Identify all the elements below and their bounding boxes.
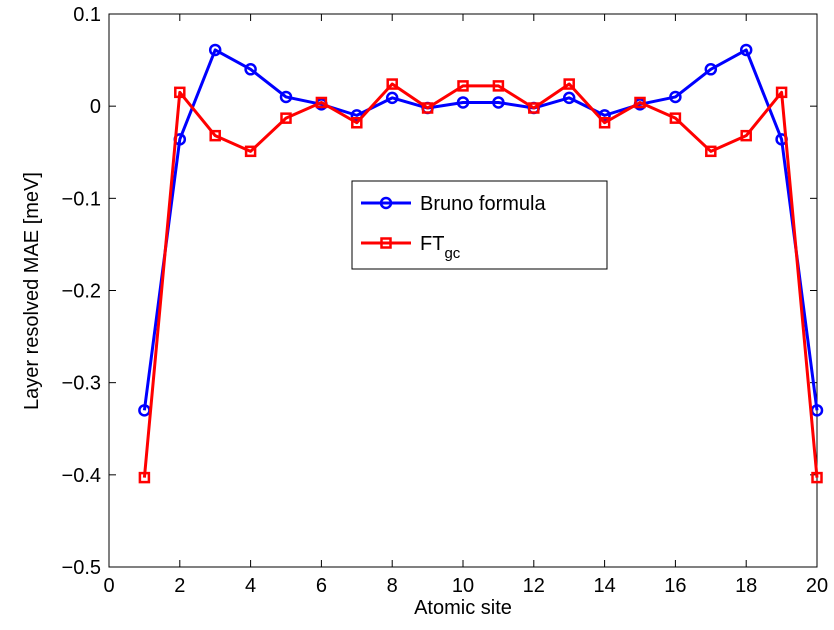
x-tick-label: 18	[735, 575, 757, 597]
y-axis-label: Layer resolved MAE [meV]	[21, 172, 43, 410]
data-point-ft-gc	[351, 117, 363, 129]
legend-box	[351, 180, 608, 270]
data-point-bruno-formula	[492, 96, 505, 109]
data-point-ft-gc	[775, 86, 788, 99]
data-point-bruno-formula	[456, 96, 470, 109]
legend-label-ft: FTgc	[420, 233, 461, 262]
y-tick-label: −0.4	[62, 465, 101, 487]
data-point-ft-gc	[244, 145, 257, 158]
x-tick-label: 4	[245, 575, 256, 597]
series-layer	[138, 43, 824, 484]
y-tick-label: −0.5	[62, 557, 101, 579]
x-tick-label: 12	[523, 575, 545, 597]
data-point-ft-gc	[669, 112, 682, 124]
legend: Bruno formula FTgc	[351, 180, 608, 270]
series-line-bruno-formula	[142, 48, 819, 411]
legend-marker-bruno	[379, 196, 393, 210]
data-point-ft-gc	[386, 78, 398, 90]
legend-label-ft-main: FT	[420, 233, 444, 255]
y-tick-label: −0.3	[62, 373, 101, 395]
y-tick-label: 0	[90, 96, 101, 118]
x-tick-label: 2	[174, 575, 185, 597]
plot-area	[108, 13, 818, 568]
y-tick-label: −0.2	[62, 281, 101, 303]
data-point-ft-gc	[421, 102, 434, 114]
y-tick-label: 0.1	[73, 4, 101, 26]
data-point-ft-gc	[315, 96, 328, 109]
data-point-ft-gc	[457, 80, 469, 92]
x-tick-label: 10	[452, 575, 474, 597]
x-tick-label: 14	[593, 575, 615, 597]
data-point-ft-gc	[740, 129, 752, 142]
data-point-ft-gc	[811, 471, 823, 484]
data-point-bruno-formula	[562, 91, 576, 105]
data-point-bruno-formula	[739, 43, 753, 57]
data-point-bruno-formula	[279, 90, 293, 104]
x-axis-label: Atomic site	[414, 597, 512, 619]
data-point-ft-gc	[528, 102, 540, 114]
data-point-ft-gc	[174, 86, 186, 99]
x-tick-label: 16	[664, 575, 686, 597]
x-tick-label: 20	[806, 575, 828, 597]
data-point-bruno-formula	[669, 90, 682, 104]
data-point-ft-gc	[209, 129, 221, 142]
data-point-ft-gc	[705, 145, 717, 158]
data-point-bruno-formula	[208, 43, 222, 57]
data-point-ft-gc	[634, 96, 646, 109]
data-point-ft-gc	[563, 78, 575, 90]
y-tick-label: −0.1	[62, 188, 101, 210]
data-point-bruno-formula	[244, 63, 257, 76]
data-point-bruno-formula	[704, 63, 718, 76]
data-point-ft-gc	[280, 112, 292, 124]
x-tick-label: 6	[316, 575, 327, 597]
x-tick-label: 8	[387, 575, 398, 597]
legend-marker-ft	[380, 237, 392, 249]
legend-label-ft-subscript: gc	[444, 245, 460, 262]
data-point-ft-gc	[492, 80, 505, 92]
data-point-ft-gc	[138, 471, 151, 484]
x-tick-label: 0	[103, 575, 114, 597]
data-point-bruno-formula	[385, 91, 399, 105]
legend-label-bruno: Bruno formula	[420, 193, 546, 215]
tick-labels: 0 2 4 6 8 10 12 14 16 18 20 −0.5 −0.4 −0.3 −0.2 −0.1 0 0.…	[62, 4, 829, 597]
data-point-ft-gc	[598, 117, 611, 129]
series-line-ft-gc	[142, 82, 819, 478]
axis-ticks	[108, 13, 818, 568]
